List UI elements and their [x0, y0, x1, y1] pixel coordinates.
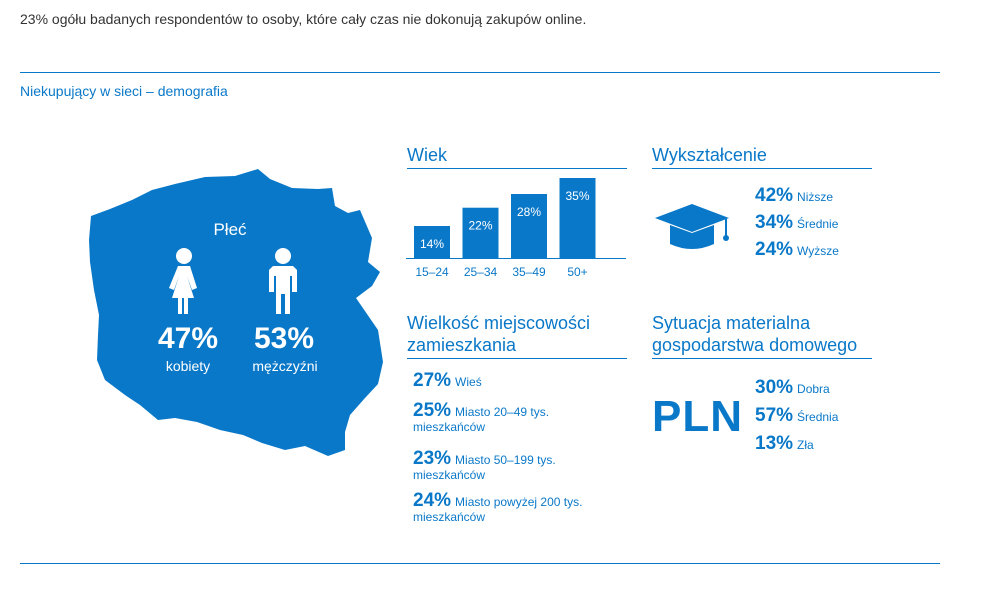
- intro-text: 23% ogółu badanych respondentów to osoby…: [20, 11, 587, 27]
- town-pct: 24%: [413, 490, 452, 511]
- town-pct: 25%: [413, 400, 452, 421]
- pln-symbol: PLN: [652, 392, 743, 441]
- town-label-line2: mieszkańców: [413, 510, 486, 524]
- material-label: Zła: [797, 438, 814, 452]
- material-title-line1: Sytuacja materialna: [652, 313, 811, 333]
- man-icon: [269, 248, 297, 314]
- age-bar-value: 14%: [420, 237, 444, 251]
- material-item: 57% Średnia: [755, 405, 838, 427]
- town-pct: 27%: [413, 370, 452, 391]
- town-item: 24% Miasto powyżej 200 tys. mieszkańców: [413, 490, 582, 524]
- town-item: 25% Miasto 20–49 tys. mieszkańców: [413, 400, 549, 434]
- material-title-line2: gospodarstwa domowego: [652, 335, 858, 355]
- town-label: Miasto 20–49 tys.: [455, 405, 550, 419]
- material-item: 30% Dobra: [755, 377, 830, 399]
- women-label: kobiety: [165, 358, 211, 374]
- education-item: 34% Średnie: [755, 212, 838, 234]
- age-bar: [414, 226, 450, 258]
- education-pct: 34%: [755, 212, 794, 233]
- gender-title: Płeć: [213, 220, 247, 239]
- town-pct: 23%: [413, 448, 452, 469]
- age-category-label: 35–49: [512, 265, 546, 279]
- town-label: Miasto 50–199 tys.: [455, 453, 556, 467]
- age-bar-value: 35%: [565, 189, 589, 203]
- town-item: 27% Wieś: [413, 370, 482, 392]
- education-pct: 42%: [755, 185, 794, 206]
- woman-icon: [169, 248, 197, 314]
- men-percent: 53%: [253, 322, 315, 355]
- age-bar: [462, 207, 499, 258]
- material-pct: 30%: [755, 377, 794, 398]
- material-pct: 57%: [755, 405, 794, 426]
- poland-shape: [89, 169, 383, 456]
- section-title: Niekupujący w sieci – demografia: [20, 83, 228, 99]
- age-heading: Wiek: [407, 144, 627, 169]
- age-bar-value: 22%: [468, 219, 492, 233]
- town-item: 23% Miasto 50–199 tys. mieszkańców: [413, 448, 556, 482]
- material-label: Dobra: [797, 382, 830, 396]
- poland-map: [89, 169, 383, 456]
- town-size-heading: Wielkość miejscowości zamieszkania: [407, 312, 627, 359]
- age-category-label: 25–34: [464, 265, 498, 279]
- education-label: Wyższe: [797, 244, 839, 258]
- age-bar: [559, 178, 596, 258]
- education-heading: Wykształcenie: [652, 144, 872, 169]
- age-bar: [511, 194, 547, 258]
- education-label: Średnie: [797, 217, 839, 231]
- town-title-line1: Wielkość miejscowości: [407, 313, 591, 333]
- graduation-cap-icon: [655, 204, 729, 249]
- education-label: Niższe: [797, 190, 834, 204]
- women-percent: 47%: [157, 322, 219, 355]
- age-category-label: 50+: [567, 265, 587, 279]
- town-label: Wieś: [455, 375, 482, 389]
- town-label: Miasto powyżej 200 tys.: [455, 495, 583, 509]
- town-title-line2: zamieszkania: [407, 335, 517, 355]
- bottom-divider: [20, 563, 940, 564]
- men-label: mężczyźni: [252, 358, 318, 374]
- material-pct: 13%: [755, 433, 794, 454]
- age-category-label: 15–24: [415, 265, 449, 279]
- education-item: 24% Wyższe: [755, 239, 839, 261]
- town-label-line2: mieszkańców: [413, 468, 486, 482]
- material-item: 13% Zła: [755, 433, 814, 455]
- education-item: 42% Niższe: [755, 185, 833, 207]
- town-label-line2: mieszkańców: [413, 420, 486, 434]
- education-pct: 24%: [755, 239, 794, 260]
- age-bar-chart: 14% 15–24 22% 25–34 28% 35–49 35% 50+: [406, 178, 626, 279]
- material-heading: Sytuacja materialna gospodarstwa domoweg…: [652, 312, 872, 359]
- top-divider: [20, 72, 940, 73]
- age-bar-value: 28%: [517, 205, 541, 219]
- material-label: Średnia: [797, 410, 839, 424]
